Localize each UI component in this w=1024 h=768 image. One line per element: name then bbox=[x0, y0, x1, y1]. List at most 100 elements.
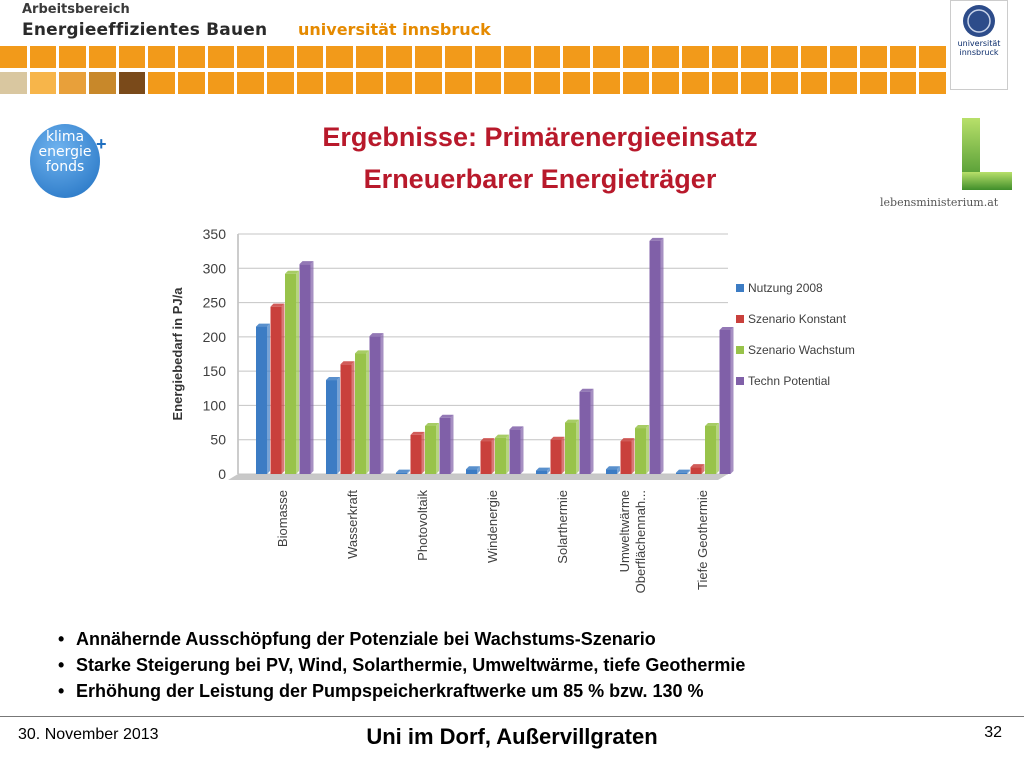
bar-top bbox=[676, 469, 690, 473]
bar-top bbox=[495, 434, 509, 438]
bar-side bbox=[351, 361, 355, 474]
bullet-item: Annähernde Ausschöpfung der Potenziale b… bbox=[58, 626, 745, 652]
bar-side bbox=[701, 464, 705, 474]
bar bbox=[509, 429, 521, 474]
x-tick-label: Photovoltaik bbox=[415, 490, 430, 561]
bar bbox=[606, 469, 617, 474]
orange-tile-strip-bottom bbox=[0, 72, 946, 94]
x-tick-label: Oberflächennah... bbox=[633, 490, 648, 593]
bar bbox=[355, 353, 366, 474]
bar-side bbox=[477, 466, 480, 474]
klima-logo-text: klima energie fonds bbox=[38, 129, 92, 175]
bar bbox=[285, 273, 296, 474]
bar-side bbox=[407, 469, 410, 474]
bar bbox=[326, 380, 337, 474]
sun-icon bbox=[0, 72, 27, 94]
bar-top bbox=[256, 323, 270, 327]
bar bbox=[719, 330, 731, 474]
x-tick-label: Windenergie bbox=[485, 490, 500, 563]
slide-title-line2: Erneuerbarer Energieträger bbox=[363, 164, 717, 194]
y-tick-label: 100 bbox=[203, 397, 227, 413]
bar-side bbox=[310, 261, 314, 474]
bar bbox=[635, 428, 646, 474]
footer-event: Uni im Dorf, Außervillgraten bbox=[366, 724, 658, 749]
x-tick-label: Umweltwärme bbox=[617, 490, 632, 572]
footer-divider bbox=[0, 716, 1024, 717]
bar-side bbox=[631, 438, 635, 474]
bar bbox=[676, 472, 687, 474]
y-axis-label: Energiebedarf in PJ/a bbox=[170, 287, 185, 421]
bar-top bbox=[649, 237, 664, 241]
bar bbox=[620, 441, 632, 474]
department-label: Arbeitsbereich bbox=[22, 2, 130, 17]
bar-top bbox=[565, 419, 579, 423]
seal-text: universität innsbruck bbox=[957, 39, 1001, 57]
bar-side bbox=[491, 438, 495, 474]
bar bbox=[396, 472, 407, 474]
chart-floor bbox=[228, 474, 728, 480]
orange-tile-strip-top bbox=[0, 46, 946, 68]
energy-demand-bar-chart: 0 50 100 150 200 250 300 350 Energiebedarf in PJ… bbox=[170, 226, 855, 593]
bar bbox=[649, 240, 661, 474]
bullet-item: Starke Steigerung bei PV, Wind, Solarthe… bbox=[58, 652, 745, 678]
legend-label: Techn Potential bbox=[748, 374, 830, 388]
bar-side bbox=[561, 436, 565, 474]
bar-side bbox=[380, 333, 384, 474]
x-tick-label: Wasserkraft bbox=[345, 490, 360, 559]
bar-top bbox=[340, 361, 355, 365]
y-tick-label: 150 bbox=[203, 363, 227, 379]
bar-top bbox=[550, 436, 565, 440]
bar bbox=[536, 470, 547, 474]
bar-side bbox=[617, 466, 620, 474]
bar-top bbox=[690, 464, 705, 468]
y-tick-label: 200 bbox=[203, 329, 227, 345]
university-seal-logo: universität innsbruck bbox=[950, 0, 1008, 90]
bar-top bbox=[579, 388, 594, 392]
bar-top bbox=[606, 466, 620, 470]
lebensministerium-text: lebensministerium.at bbox=[880, 196, 999, 209]
bar-side bbox=[716, 423, 719, 474]
bar-side bbox=[590, 388, 594, 474]
bar-top bbox=[719, 327, 734, 330]
bar-top bbox=[509, 426, 524, 430]
seal-icon bbox=[963, 5, 995, 37]
y-tick-label: 300 bbox=[203, 260, 227, 276]
bar-side bbox=[450, 414, 454, 474]
y-tick-label: 0 bbox=[218, 466, 226, 482]
bar bbox=[705, 426, 716, 474]
bar-top bbox=[355, 350, 369, 354]
bar bbox=[369, 336, 381, 474]
x-tick-label: Solarthermie bbox=[555, 490, 570, 564]
bar-top bbox=[369, 333, 384, 337]
legend-swatch bbox=[736, 284, 744, 292]
bar-top bbox=[635, 425, 649, 429]
page-number: 32 bbox=[984, 724, 1002, 741]
bar-top bbox=[620, 438, 635, 442]
y-tick-label: 50 bbox=[210, 432, 226, 448]
bar bbox=[340, 364, 352, 474]
bar bbox=[410, 434, 422, 474]
university-name: universität innsbruck bbox=[298, 20, 491, 39]
bar bbox=[425, 426, 436, 474]
bar-top bbox=[270, 303, 285, 307]
x-tick-label: Biomasse bbox=[275, 490, 290, 547]
lebensministerium-logo bbox=[962, 118, 1012, 190]
y-tick-label: 250 bbox=[203, 295, 227, 311]
bar-side bbox=[296, 270, 299, 474]
bar bbox=[270, 306, 282, 474]
legend-label: Nutzung 2008 bbox=[748, 281, 823, 295]
bar-top bbox=[410, 431, 425, 435]
klima-energie-fonds-logo: klima energie fonds bbox=[30, 124, 100, 198]
legend-label: Szenario Wachstum bbox=[748, 343, 855, 357]
bar-top bbox=[480, 438, 495, 442]
bar-side bbox=[421, 431, 425, 474]
bar-side bbox=[646, 425, 649, 474]
bar-side bbox=[660, 237, 664, 474]
bar-side bbox=[687, 469, 690, 474]
bar bbox=[690, 467, 702, 474]
plus-icon: + bbox=[96, 134, 107, 154]
bar-top bbox=[705, 423, 719, 426]
bar-side bbox=[337, 377, 340, 474]
bar-side bbox=[436, 423, 439, 474]
bullet-item: Erhöhung der Leistung der Pumpspeicherkr… bbox=[58, 678, 745, 704]
